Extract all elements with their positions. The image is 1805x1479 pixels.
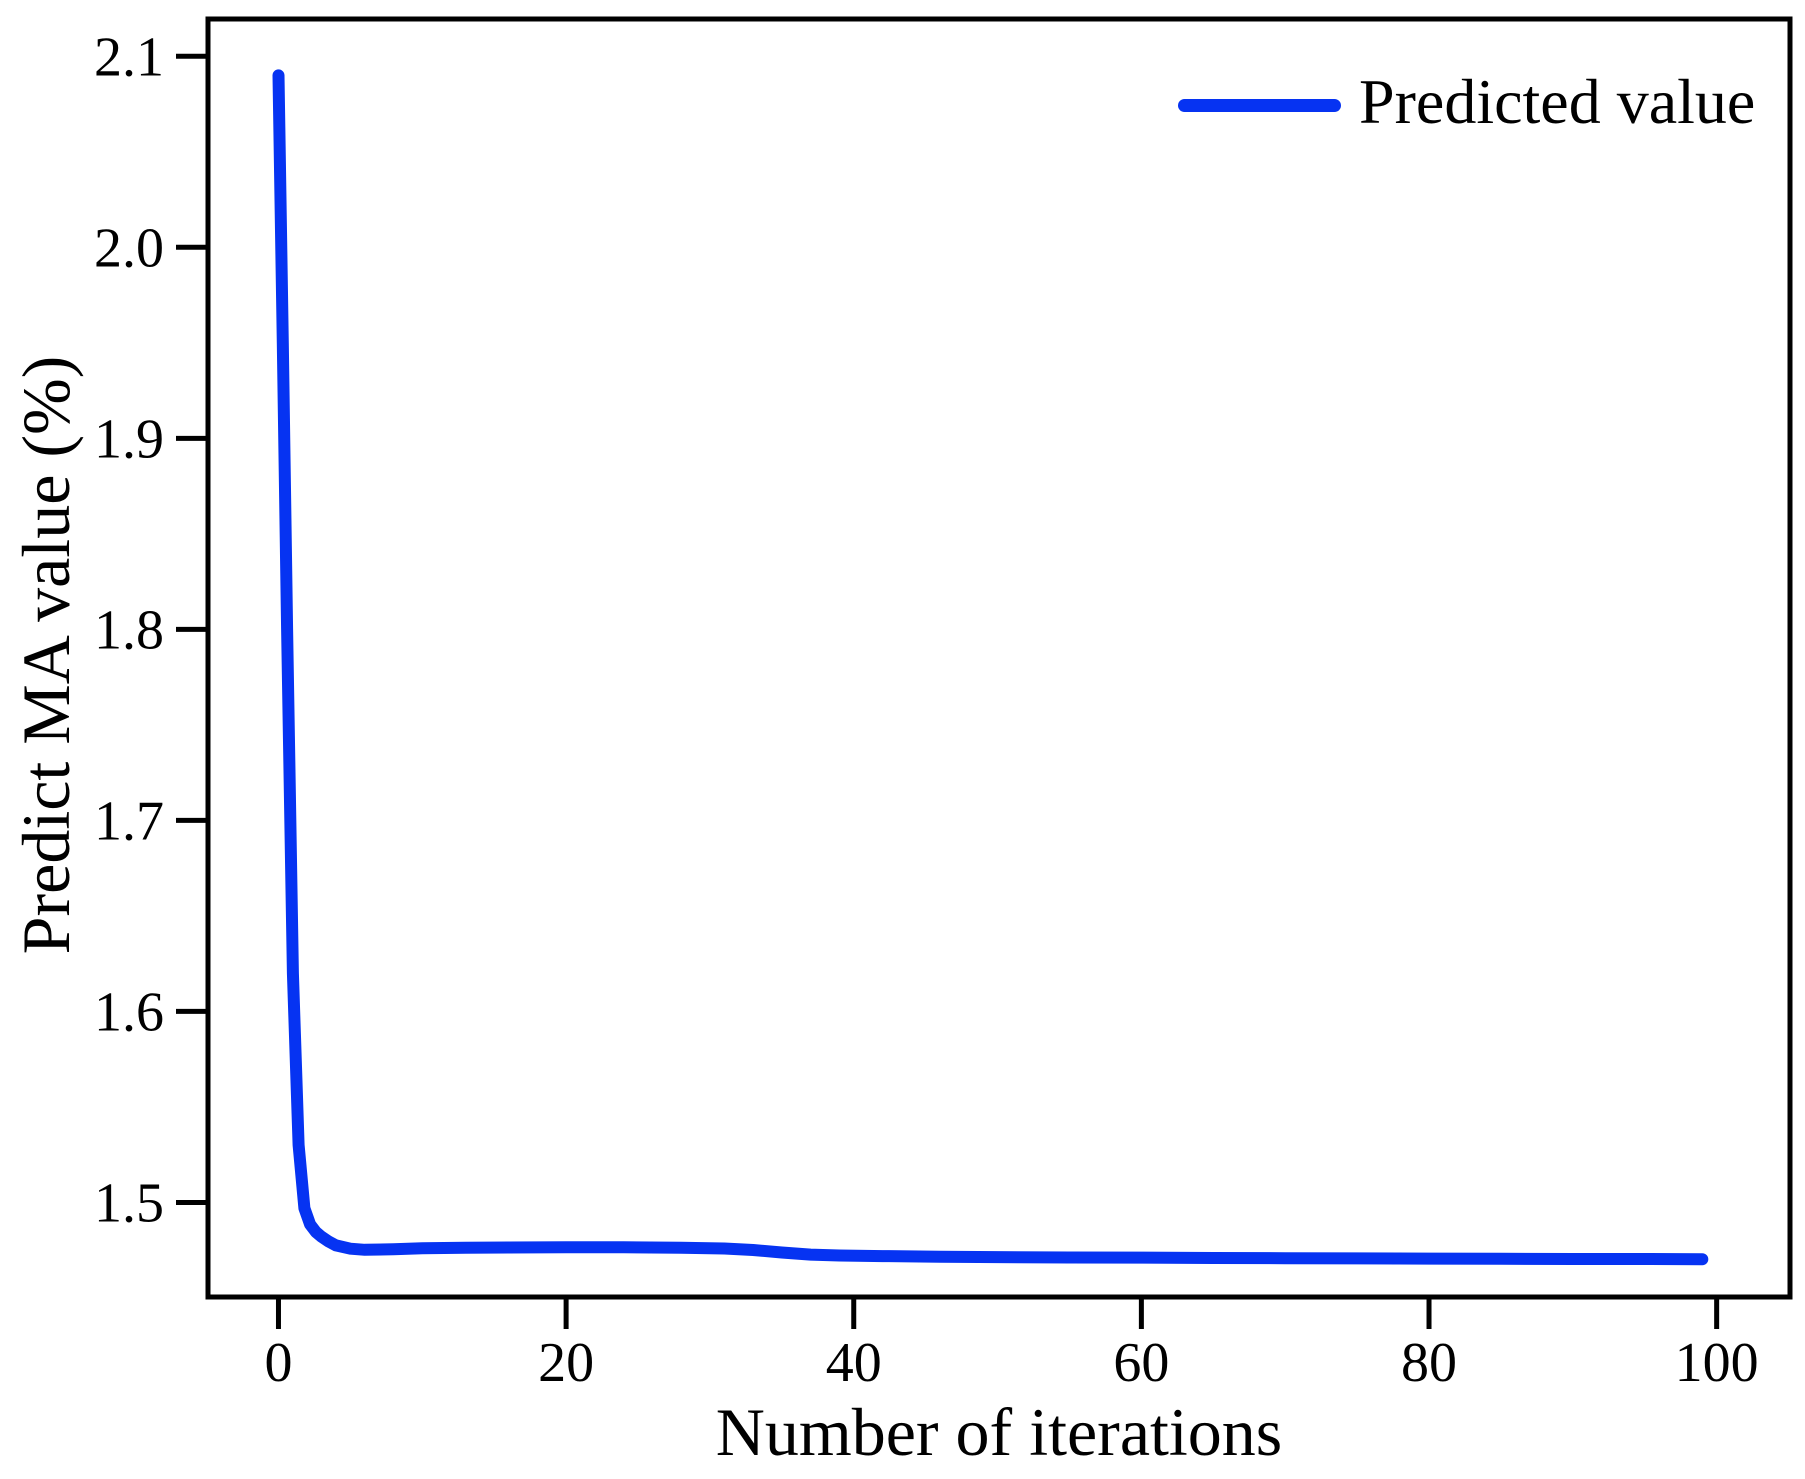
y-tick-label: 2.1 xyxy=(94,26,164,88)
y-tick-label: 1.7 xyxy=(94,790,164,852)
x-tick-label: 0 xyxy=(264,1332,292,1394)
y-axis-title: Predict MA value (%) xyxy=(8,355,84,955)
x-tick-label: 100 xyxy=(1675,1332,1759,1394)
y-tick-label: 2.0 xyxy=(94,217,164,279)
y-tick-label: 1.5 xyxy=(94,1172,164,1234)
plot-frame xyxy=(205,16,1793,1300)
x-axis-title: Number of iterations xyxy=(715,1394,1283,1470)
predicted-value-line xyxy=(272,69,1709,1266)
x-tick-label: 60 xyxy=(1113,1332,1169,1394)
y-tick-label: 1.9 xyxy=(94,408,164,470)
x-tick-label: 20 xyxy=(538,1332,594,1394)
x-tick-label: 40 xyxy=(826,1332,882,1394)
x-tick-label: 80 xyxy=(1401,1332,1457,1394)
legend-label: Predicted value xyxy=(1359,66,1756,137)
y-tick-label: 1.8 xyxy=(94,599,164,661)
legend: Predicted value xyxy=(1178,60,1755,143)
y-tick-label: 1.6 xyxy=(94,981,164,1043)
legend-line-swatch xyxy=(1178,99,1341,113)
